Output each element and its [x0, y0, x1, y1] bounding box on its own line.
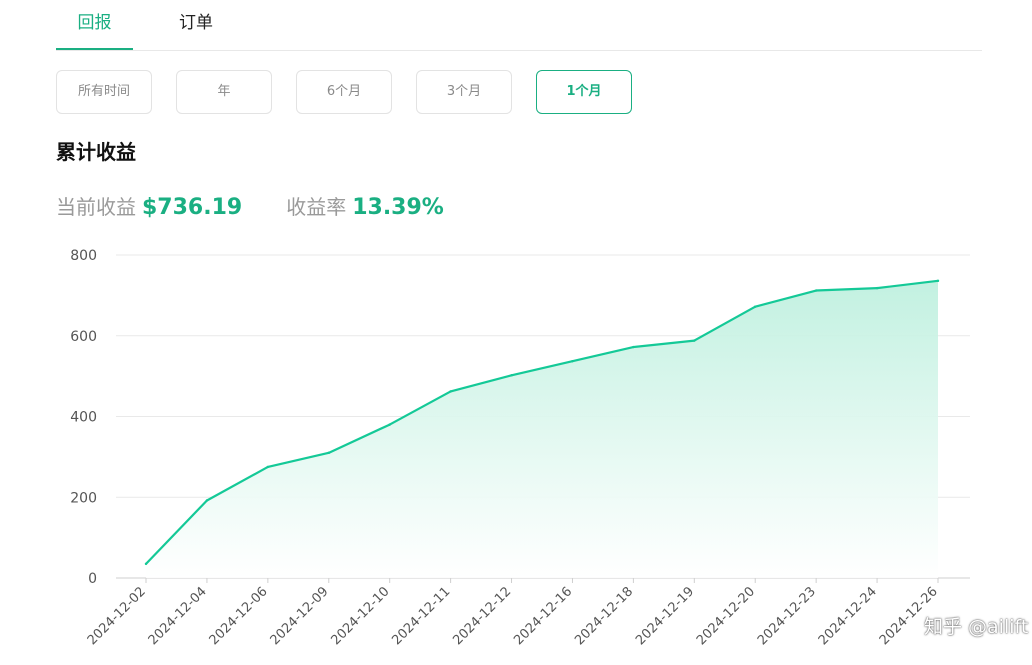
tab-returns[interactable]: 回报	[56, 8, 133, 50]
range-all-time-button[interactable]: 所有时间	[56, 70, 152, 114]
series-line-segment	[205, 465, 269, 502]
current-profit-label: 当前收益	[56, 195, 136, 219]
data-point	[571, 359, 574, 363]
current-profit-value: $736.19	[142, 195, 243, 220]
series-line-segment	[632, 339, 696, 349]
range-1-month-button[interactable]: 1个月	[536, 70, 632, 114]
data-point	[936, 279, 940, 283]
series-line-segment	[327, 423, 391, 454]
y-tick-label: 600	[70, 329, 97, 345]
x-tick-label: 2024-12-18	[572, 584, 636, 648]
x-tick-label: 2024-12-12	[450, 584, 514, 648]
y-tick-label: 800	[70, 248, 97, 264]
x-tick-label: 2024-12-04	[146, 584, 210, 648]
x-tick-label: 2024-12-09	[268, 584, 332, 648]
x-tick-label: 2024-12-10	[328, 584, 392, 648]
y-tick-label: 0	[88, 571, 97, 587]
data-point	[814, 289, 818, 292]
tab-bar: 回报 订单	[56, 0, 982, 51]
series-line-segment	[693, 305, 757, 342]
series-area	[146, 280, 938, 578]
data-point	[388, 423, 391, 426]
x-tick-label: 2024-12-16	[511, 584, 575, 648]
range-3-months-button[interactable]: 3个月	[416, 70, 512, 114]
x-tick-label: 2024-12-19	[633, 584, 697, 648]
data-point	[693, 339, 696, 342]
x-tick-label: 2024-12-11	[389, 584, 453, 648]
series-line-segment	[388, 390, 452, 426]
tab-orders[interactable]: 订单	[179, 13, 213, 33]
range-6-months-button[interactable]: 6个月	[296, 70, 392, 114]
y-tick-label: 400	[70, 410, 97, 426]
x-tick-label: 2024-12-02	[85, 584, 149, 648]
series-line-segment	[510, 360, 574, 377]
x-tick-label: 2024-12-06	[207, 584, 271, 648]
data-point	[266, 465, 270, 469]
range-year-button[interactable]: 年	[176, 70, 272, 114]
data-point	[205, 499, 209, 502]
return-rate-value: 13.39%	[352, 195, 444, 220]
series-line-segment	[875, 279, 940, 290]
series-line-segment	[815, 287, 879, 292]
series-line-segment	[266, 451, 330, 469]
y-tick-label: 200	[70, 490, 97, 506]
x-tick-label: 2024-12-20	[694, 584, 758, 648]
data-point	[327, 451, 330, 455]
data-point	[875, 286, 879, 290]
data-point	[754, 305, 757, 308]
series-line-segment	[571, 345, 635, 363]
data-point	[449, 390, 452, 393]
return-rate-label: 收益率	[286, 195, 347, 219]
cumulative-return-title: 累计收益	[56, 140, 136, 164]
data-point	[632, 345, 635, 349]
watermark: 知乎 @ailift	[924, 616, 1029, 638]
x-tick-label: 2024-12-23	[755, 584, 819, 648]
stats-row: 当前收益 $736.19 收益率 13.39%	[56, 191, 444, 223]
data-point	[144, 562, 148, 566]
series-line-segment	[449, 374, 513, 393]
data-point	[510, 374, 513, 377]
x-tick-label: 2024-12-24	[816, 584, 880, 648]
series-line-segment	[144, 499, 209, 565]
series-line-segment	[754, 289, 818, 308]
